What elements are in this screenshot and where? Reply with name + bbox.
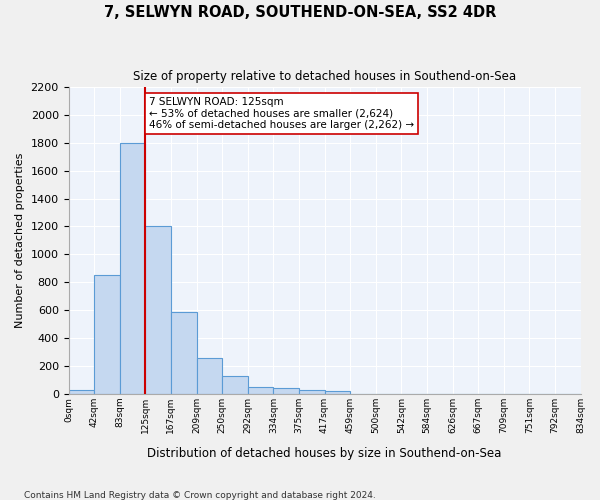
Title: Size of property relative to detached houses in Southend-on-Sea: Size of property relative to detached ho…	[133, 70, 516, 83]
Bar	[120, 143, 145, 394]
Bar	[274, 388, 299, 394]
Bar	[325, 391, 350, 394]
Bar	[68, 390, 94, 394]
Text: 7, SELWYN ROAD, SOUTHEND-ON-SEA, SS2 4DR: 7, SELWYN ROAD, SOUTHEND-ON-SEA, SS2 4DR	[104, 5, 496, 20]
Bar	[145, 226, 171, 394]
Bar	[299, 390, 325, 394]
Y-axis label: Number of detached properties: Number of detached properties	[15, 153, 25, 328]
X-axis label: Distribution of detached houses by size in Southend-on-Sea: Distribution of detached houses by size …	[148, 447, 502, 460]
Bar	[171, 312, 197, 394]
Bar	[94, 276, 120, 394]
Text: Contains HM Land Registry data © Crown copyright and database right 2024.: Contains HM Land Registry data © Crown c…	[24, 490, 376, 500]
Bar	[248, 387, 274, 394]
Bar	[197, 358, 222, 394]
Text: 7 SELWYN ROAD: 125sqm
← 53% of detached houses are smaller (2,624)
46% of semi-d: 7 SELWYN ROAD: 125sqm ← 53% of detached …	[149, 96, 414, 130]
Bar	[222, 376, 248, 394]
